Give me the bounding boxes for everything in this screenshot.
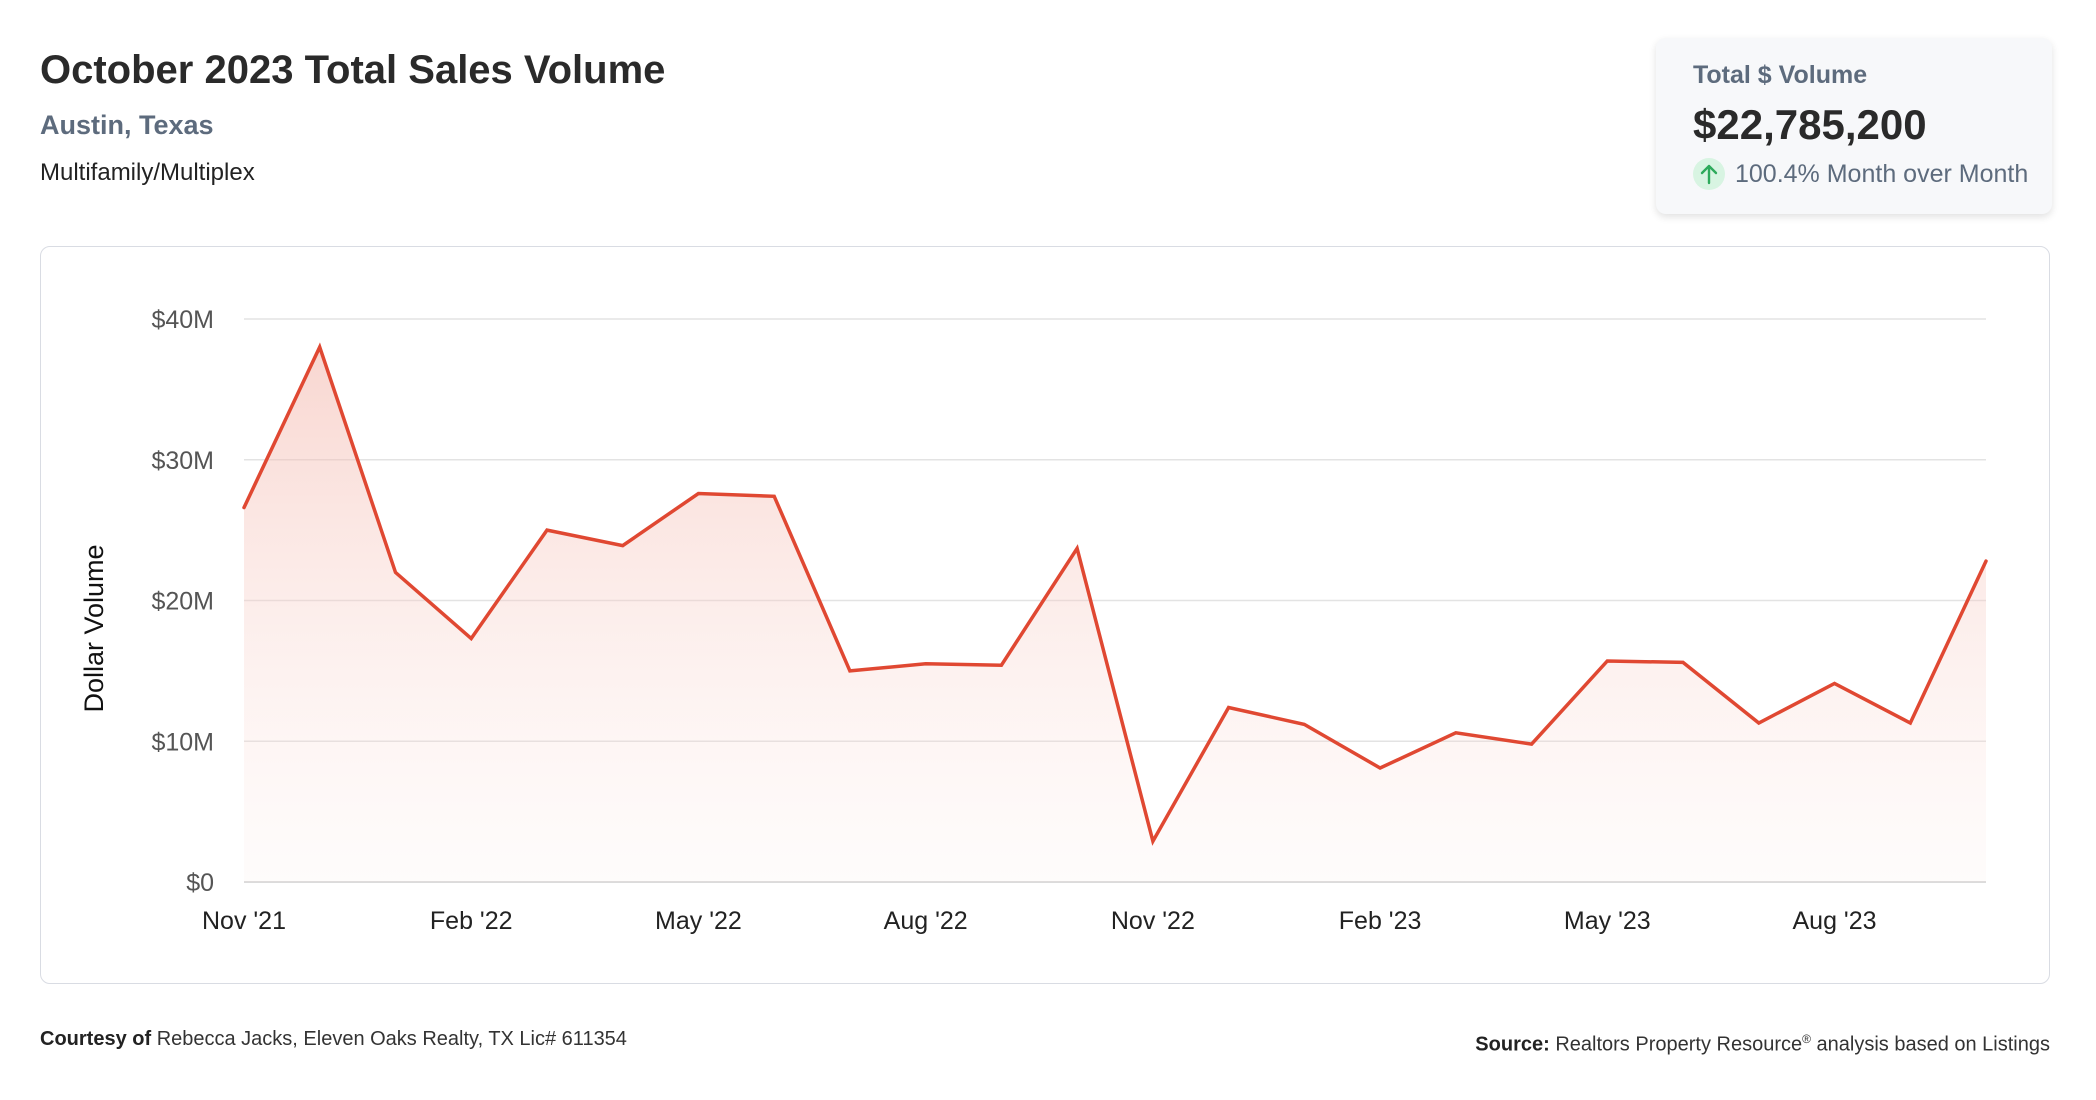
kpi-change: 100.4% Month over Month: [1693, 158, 2052, 190]
data-point: [1378, 766, 1382, 770]
data-point: [242, 506, 246, 510]
page-title: October 2023 Total Sales Volume: [40, 48, 666, 92]
data-point: [393, 570, 397, 574]
data-point: [848, 669, 852, 673]
courtesy-text: Rebecca Jacks, Eleven Oaks Realty, TX Li…: [156, 1028, 627, 1050]
data-point: [1227, 705, 1231, 709]
x-tick-label: May '23: [1564, 907, 1651, 935]
arrow-up-icon: [1693, 158, 1725, 190]
data-point: [545, 528, 549, 532]
source-text: Realtors Property Resource: [1555, 1033, 1803, 1056]
courtesy-footer: Courtesy of Rebecca Jacks, Eleven Oaks R…: [40, 1027, 627, 1051]
x-tick-label: Aug '23: [1793, 907, 1877, 935]
source-footer: Source: Realtors Property Resource® anal…: [1475, 1027, 2050, 1057]
data-point: [924, 662, 928, 666]
data-point: [1984, 559, 1988, 563]
location-label: Austin, Texas: [40, 110, 214, 140]
data-point: [772, 494, 776, 498]
data-point: [469, 637, 473, 641]
kpi-change-text: 100.4% Month over Month: [1735, 160, 2029, 188]
x-tick-label: Feb '23: [1339, 907, 1422, 935]
data-point: [1302, 722, 1306, 726]
data-point: [1605, 659, 1609, 663]
total-volume-card: Total $ Volume $22,785,200 100.4% Month …: [1656, 38, 2052, 214]
kpi-value: $22,785,200: [1693, 101, 1927, 148]
source-text-post: analysis based on Listings: [1810, 1033, 2051, 1056]
y-axis-label: Dollar Volume: [79, 544, 109, 712]
y-tick-label: $10M: [151, 728, 214, 756]
x-tick-label: Aug '22: [884, 907, 968, 935]
sales-volume-chart: $0 $10M $20M $30M $40M Nov '21 Feb '22 May '22…: [79, 306, 1988, 935]
chart-card: $0 $10M $20M $30M $40M Nov '21 Feb '22 May '22…: [40, 246, 2050, 984]
data-point: [1075, 546, 1079, 550]
data-point: [1757, 721, 1761, 725]
x-tick-label: Nov '22: [1111, 907, 1195, 935]
kpi-label: Total $ Volume: [1693, 61, 1868, 89]
data-point: [318, 345, 322, 349]
data-point: [1908, 721, 1912, 725]
source-label: Source:: [1475, 1033, 1550, 1056]
courtesy-label: Courtesy of: [40, 1028, 152, 1050]
data-point: [999, 663, 1003, 667]
report-header: October 2023 Total Sales Volume Austin, …: [40, 46, 665, 188]
data-point: [621, 544, 625, 548]
y-tick-label: $30M: [151, 447, 214, 475]
series-area: [244, 347, 1986, 883]
data-point: [1530, 742, 1534, 746]
data-point: [1681, 660, 1685, 664]
data-point: [1833, 682, 1837, 686]
x-tick-label: May '22: [655, 907, 742, 935]
x-tick-label: Nov '21: [202, 907, 286, 935]
series-line: [242, 342, 1988, 846]
data-point: [1454, 731, 1458, 735]
data-point: [1151, 839, 1155, 843]
y-tick-label: $0: [186, 869, 214, 897]
registered-mark: ®: [1802, 1032, 1811, 1046]
y-tick-label: $40M: [151, 306, 214, 334]
y-tick-label: $20M: [151, 588, 214, 616]
data-point: [696, 492, 700, 496]
property-type-label: Multifamily/Multiplex: [40, 159, 255, 186]
x-tick-label: Feb '22: [430, 907, 513, 935]
